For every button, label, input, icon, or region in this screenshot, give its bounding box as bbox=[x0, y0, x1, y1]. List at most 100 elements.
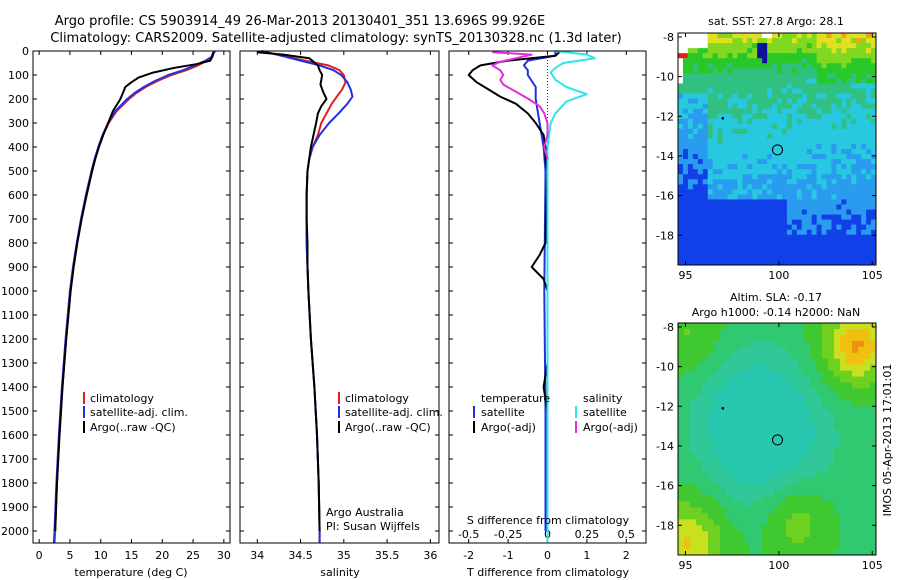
heatmap-cell bbox=[702, 376, 709, 383]
heatmap-cell bbox=[722, 209, 728, 215]
heatmap-cell bbox=[858, 388, 865, 395]
map-y-tick-label: -14 bbox=[656, 150, 674, 163]
heatmap-cell bbox=[846, 93, 852, 99]
heatmap-cell bbox=[836, 63, 842, 69]
heatmap-cell bbox=[726, 501, 733, 508]
heatmap-cell bbox=[702, 525, 709, 532]
heatmap-cell bbox=[804, 549, 811, 556]
heatmap-cell bbox=[726, 525, 733, 532]
heatmap-cell bbox=[732, 537, 739, 544]
heatmap-cell bbox=[732, 430, 739, 437]
heatmap-cell bbox=[712, 138, 718, 145]
heatmap-cell bbox=[712, 143, 718, 150]
heatmap-cell bbox=[747, 189, 753, 195]
heatmap-cell bbox=[768, 346, 775, 354]
heatmap-cell bbox=[732, 346, 739, 354]
heatmap-cell bbox=[792, 519, 799, 526]
heatmap-cell bbox=[810, 453, 817, 461]
heatmap-cell bbox=[811, 93, 817, 99]
difference-panel: -2 -1 0 1 2-0.5 -0.25 0 0.25 0.5 S difference fr… bbox=[448, 50, 647, 579]
heatmap-cell bbox=[781, 73, 788, 79]
heatmap-cell bbox=[831, 169, 837, 175]
heatmap-cell bbox=[836, 93, 842, 99]
heatmap-cell bbox=[846, 501, 853, 508]
heatmap-cell bbox=[786, 224, 793, 231]
heatmap-cell bbox=[792, 477, 799, 485]
heatmap-cell bbox=[777, 73, 783, 79]
heatmap-cell bbox=[834, 436, 841, 443]
heatmap-cell bbox=[682, 219, 689, 226]
heatmap-cell bbox=[702, 138, 709, 145]
heatmap-cell bbox=[822, 400, 829, 407]
heatmap-cell bbox=[804, 525, 811, 532]
heatmap-cell bbox=[762, 459, 769, 467]
heatmap-cell bbox=[712, 68, 718, 74]
heatmap-cell bbox=[767, 154, 773, 160]
heatmap-cell bbox=[816, 138, 822, 145]
heatmap-cell bbox=[747, 244, 753, 251]
heatmap-cell bbox=[722, 98, 728, 105]
heatmap-cell bbox=[871, 254, 877, 261]
heatmap-cell bbox=[786, 346, 793, 354]
heatmap-cell bbox=[836, 73, 842, 79]
heatmap-cell bbox=[801, 204, 808, 210]
heatmap-cell bbox=[870, 543, 877, 550]
heatmap-cell bbox=[816, 412, 823, 419]
heatmap-cell bbox=[702, 234, 709, 241]
heatmap-cell bbox=[861, 113, 867, 120]
heatmap-cell bbox=[821, 199, 827, 205]
heatmap-cell bbox=[722, 78, 728, 84]
heatmap-cell bbox=[752, 43, 758, 49]
heatmap-cell bbox=[722, 138, 728, 145]
heatmap-cell bbox=[846, 406, 853, 413]
heatmap-cell bbox=[752, 108, 758, 115]
heatmap-cell bbox=[690, 370, 697, 377]
heatmap-cell bbox=[762, 123, 768, 130]
heatmap-cell bbox=[777, 174, 783, 180]
heatmap-cell bbox=[678, 334, 685, 342]
heatmap-cell bbox=[768, 358, 775, 366]
heatmap-cell bbox=[702, 93, 709, 99]
heatmap-cell bbox=[826, 73, 832, 79]
heatmap-cell bbox=[870, 412, 877, 419]
heatmap-cell bbox=[821, 98, 827, 105]
heatmap-cell bbox=[858, 334, 865, 342]
heatmap-cell bbox=[697, 133, 704, 140]
heatmap-cell bbox=[717, 33, 723, 39]
heatmap-cell bbox=[738, 525, 745, 532]
heatmap-cell bbox=[864, 453, 871, 461]
heatmap-cell bbox=[870, 447, 877, 455]
heatmap-cell bbox=[687, 249, 694, 256]
heatmap-cell bbox=[762, 209, 768, 215]
heatmap-cell bbox=[752, 138, 758, 145]
heatmap-cell bbox=[687, 83, 694, 89]
depth-tick-label: 500 bbox=[8, 165, 29, 178]
heatmap-cell bbox=[712, 229, 718, 236]
heatmap-cell bbox=[747, 38, 753, 44]
heatmap-cell bbox=[756, 424, 763, 431]
heatmap-cell bbox=[858, 525, 865, 532]
heatmap-cell bbox=[816, 239, 822, 246]
heatmap-cell bbox=[678, 382, 685, 389]
heatmap-cell bbox=[861, 73, 867, 79]
heatmap-cell bbox=[756, 352, 763, 360]
heatmap-cell bbox=[750, 382, 757, 389]
heatmap-cell bbox=[678, 234, 684, 241]
heatmap-cell bbox=[792, 537, 799, 544]
heatmap-cell bbox=[870, 364, 877, 371]
heatmap-cell bbox=[846, 209, 852, 215]
heatmap-cell bbox=[772, 224, 778, 231]
heatmap-cell bbox=[696, 513, 703, 520]
heatmap-cell bbox=[747, 48, 753, 54]
heatmap-cell bbox=[796, 159, 803, 165]
heatmap-cell bbox=[777, 249, 783, 256]
map-y-tick-label: -8 bbox=[663, 321, 674, 334]
heatmap-cell bbox=[810, 382, 817, 389]
heatmap-cell bbox=[852, 483, 859, 490]
heatmap-cell bbox=[871, 93, 877, 99]
heatmap-cell bbox=[707, 33, 714, 39]
heatmap-cell bbox=[811, 159, 817, 165]
series-salinity-argo bbox=[491, 51, 549, 160]
heatmap-cell bbox=[781, 133, 788, 140]
heatmap-cell bbox=[791, 123, 798, 130]
